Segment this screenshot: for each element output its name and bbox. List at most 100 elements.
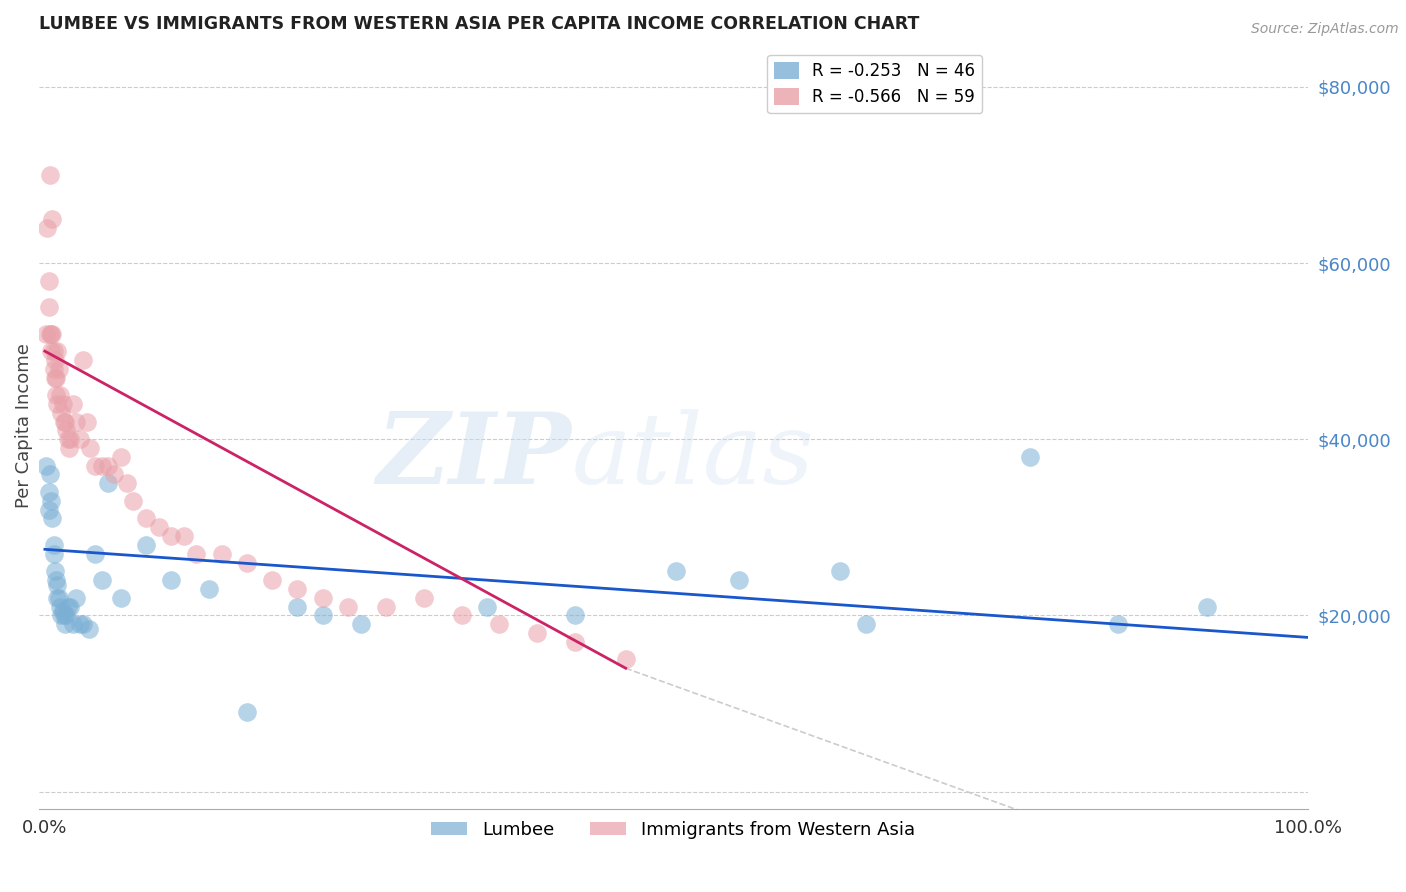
Point: [160, 529, 183, 543]
Point: [450, 608, 472, 623]
Point: [46, 397, 69, 411]
Point: [56, 599, 79, 614]
Point: [72, 617, 94, 632]
Point: [38, 274, 60, 288]
Point: [38, 502, 60, 516]
Point: [564, 635, 586, 649]
Point: [52, 415, 75, 429]
Point: [122, 494, 145, 508]
Point: [46, 591, 69, 605]
Point: [41, 212, 63, 227]
Point: [110, 591, 132, 605]
Point: [349, 617, 371, 632]
Point: [45, 388, 67, 402]
Point: [1107, 617, 1129, 632]
Point: [103, 467, 125, 482]
Point: [90, 458, 112, 473]
Point: [186, 547, 208, 561]
Point: [76, 415, 98, 429]
Point: [45, 370, 67, 384]
Point: [59, 432, 82, 446]
Point: [855, 617, 877, 632]
Point: [665, 565, 688, 579]
Point: [35, 458, 58, 473]
Point: [52, 608, 75, 623]
Point: [49, 388, 72, 402]
Point: [110, 450, 132, 464]
Point: [38, 485, 60, 500]
Point: [526, 626, 548, 640]
Point: [65, 415, 87, 429]
Point: [41, 326, 63, 341]
Point: [374, 599, 396, 614]
Point: [37, 220, 59, 235]
Point: [69, 432, 91, 446]
Point: [77, 622, 100, 636]
Point: [56, 432, 79, 446]
Point: [53, 617, 76, 632]
Point: [51, 608, 73, 623]
Point: [39, 168, 62, 182]
Point: [614, 652, 637, 666]
Text: atlas: atlas: [571, 409, 814, 504]
Point: [55, 424, 77, 438]
Point: [173, 529, 195, 543]
Point: [84, 458, 107, 473]
Point: [336, 599, 359, 614]
Point: [1195, 599, 1218, 614]
Point: [42, 547, 65, 561]
Legend: Lumbee, Immigrants from Western Asia: Lumbee, Immigrants from Western Asia: [425, 814, 922, 847]
Point: [51, 397, 73, 411]
Point: [46, 577, 69, 591]
Point: [65, 591, 87, 605]
Point: [62, 397, 84, 411]
Point: [287, 582, 309, 596]
Point: [84, 547, 107, 561]
Point: [44, 370, 66, 384]
Point: [97, 458, 120, 473]
Point: [728, 573, 751, 587]
Point: [51, 604, 73, 618]
Point: [39, 326, 62, 341]
Point: [412, 591, 434, 605]
Point: [45, 573, 67, 587]
Point: [39, 326, 62, 341]
Point: [39, 467, 62, 482]
Point: [90, 573, 112, 587]
Point: [97, 476, 120, 491]
Point: [564, 608, 586, 623]
Point: [42, 361, 65, 376]
Point: [53, 415, 76, 429]
Point: [287, 599, 309, 614]
Point: [44, 353, 66, 368]
Point: [49, 599, 72, 614]
Text: ZIP: ZIP: [377, 409, 571, 505]
Point: [115, 476, 138, 491]
Point: [236, 705, 259, 719]
Point: [1018, 450, 1040, 464]
Point: [830, 565, 852, 579]
Point: [39, 494, 62, 508]
Point: [148, 520, 170, 534]
Point: [48, 361, 70, 376]
Point: [488, 617, 510, 632]
Point: [46, 344, 69, 359]
Point: [198, 582, 221, 596]
Point: [311, 591, 333, 605]
Point: [44, 565, 66, 579]
Point: [42, 344, 65, 359]
Point: [79, 441, 101, 455]
Point: [42, 538, 65, 552]
Point: [160, 573, 183, 587]
Y-axis label: Per Capita Income: Per Capita Income: [15, 343, 32, 508]
Point: [72, 353, 94, 368]
Point: [39, 344, 62, 359]
Point: [69, 617, 91, 632]
Point: [41, 511, 63, 525]
Point: [262, 573, 284, 587]
Point: [51, 406, 73, 420]
Point: [135, 538, 157, 552]
Point: [58, 441, 80, 455]
Point: [55, 608, 77, 623]
Text: LUMBEE VS IMMIGRANTS FROM WESTERN ASIA PER CAPITA INCOME CORRELATION CHART: LUMBEE VS IMMIGRANTS FROM WESTERN ASIA P…: [38, 15, 920, 33]
